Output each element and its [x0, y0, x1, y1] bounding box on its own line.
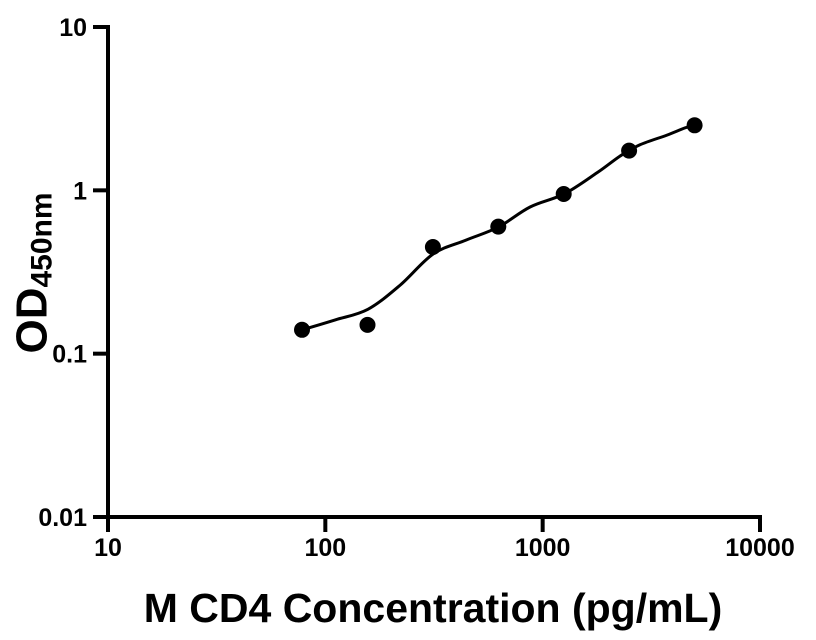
data-point	[621, 142, 638, 159]
data-point	[424, 239, 441, 255]
fit-curve-line	[300, 123, 697, 332]
data-point	[359, 316, 376, 333]
x-axis-tick-label: 10000	[725, 534, 795, 562]
x-axis-tick-label: 100	[304, 534, 346, 562]
x-axis-title: M CD4 Concentration (pg/mL)	[143, 585, 723, 631]
data-point	[294, 321, 310, 338]
data-point	[490, 218, 507, 235]
y-axis-title-subscript: 450nm	[25, 192, 59, 288]
x-axis-tick-label: 10	[94, 534, 122, 562]
data-point	[686, 117, 703, 134]
y-axis-title-main: OD	[7, 287, 57, 354]
y-axis-tick-label: 0.1	[52, 341, 87, 369]
y-axis-tick-label: 10	[59, 14, 87, 42]
y-axis-title: OD450nm	[7, 192, 59, 354]
y-axis-tick-label: 1	[73, 177, 87, 205]
data-point	[555, 186, 572, 202]
y-axis-tick-label: 0.01	[38, 504, 87, 532]
x-axis-tick-label: 1000	[515, 534, 571, 562]
